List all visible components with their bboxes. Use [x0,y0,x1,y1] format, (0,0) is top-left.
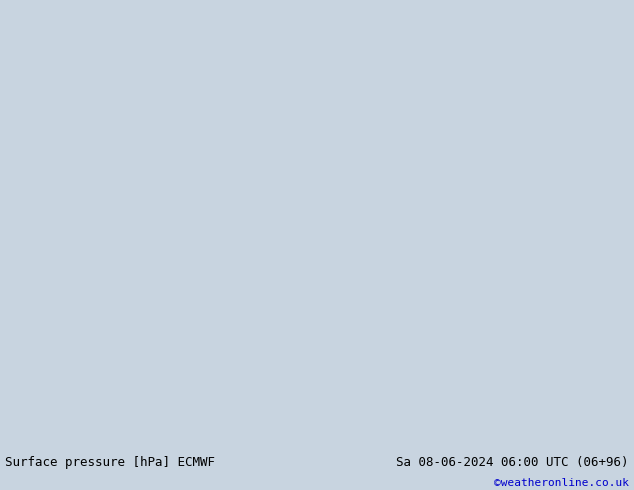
Text: Sa 08-06-2024 06:00 UTC (06+96): Sa 08-06-2024 06:00 UTC (06+96) [396,456,629,468]
Text: ©weatheronline.co.uk: ©weatheronline.co.uk [494,478,629,488]
Text: Surface pressure [hPa] ECMWF: Surface pressure [hPa] ECMWF [5,456,215,468]
